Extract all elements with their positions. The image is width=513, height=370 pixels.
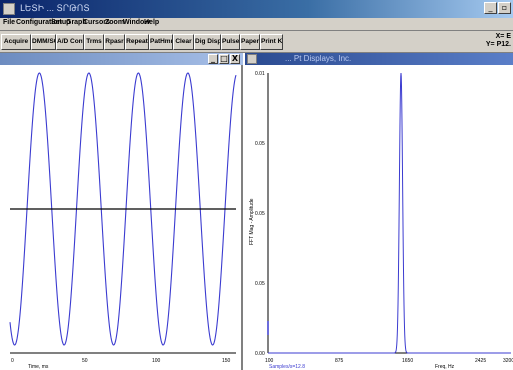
toolbar: Acquire DMM/SCAN A/D Conf Trms Rpasr Rep… (0, 31, 513, 53)
trms-button[interactable]: Trms (84, 34, 104, 50)
sine-wave-trace (9, 72, 237, 346)
spectrum-x-axis-label: Freq, Hz (435, 364, 455, 370)
paper-button[interactable]: Paper (240, 34, 260, 50)
spectrum-x-tick: 100 (265, 358, 274, 364)
menu-configuration[interactable]: Configuration (16, 19, 62, 26)
waveform-plot: 0 50 100 150 Time, ms (9, 72, 237, 370)
waveform-window[interactable]: _ □ X 0 50 100 150 Time, ms (0, 53, 243, 370)
app-title: ԼԵՏԻ ... ՏՐԹՈՏ (20, 3, 90, 13)
waveform-x-axis-label: Time, ms (28, 364, 49, 370)
menu-graph[interactable]: Graph (66, 19, 87, 26)
dig-disp-button[interactable]: Dig Disp (194, 34, 221, 50)
spectrum-x-tick: 3200 (503, 358, 513, 364)
spectrum-window-icon (247, 54, 257, 64)
spectrum-x-tick: 1650 (402, 358, 413, 364)
waveform-x-tick: 0 (11, 358, 14, 364)
pulse-button[interactable]: Pulse (221, 34, 240, 50)
pathmm-button[interactable]: PatHmm (149, 34, 173, 50)
cursor-y-readout: Y= P12. (485, 41, 511, 48)
restore-button[interactable]: ▫ (498, 2, 511, 14)
spectrum-y-tick: 0.05 (255, 141, 265, 147)
menu-window[interactable]: Window (123, 19, 150, 26)
menu-bar: File Configuration Setup Graph Cursors Z… (0, 18, 513, 31)
sample-rate-label: Samples/s=12.8 (269, 364, 305, 370)
spectrum-y-tick: 0.05 (255, 281, 265, 287)
spectrum-x-tick: 875 (335, 358, 344, 364)
spectrum-y-tick: 0.01 (255, 71, 265, 77)
waveform-window-title-bar[interactable]: _ □ X (0, 53, 243, 65)
dmm-scan-button[interactable]: DMM/SCAN (31, 34, 56, 50)
waveform-x-tick: 100 (152, 358, 161, 364)
clear-button[interactable]: Clear (173, 34, 194, 50)
menu-zoom[interactable]: Zoom (105, 19, 125, 26)
app-icon (3, 3, 15, 15)
spectrum-window-title-bar[interactable]: ... Pt Displays, Inc. (245, 53, 513, 65)
spectrum-y-tick: 0.00 (255, 351, 265, 357)
menu-file[interactable]: File (3, 19, 16, 26)
ad-conf-button[interactable]: A/D Conf (56, 34, 84, 50)
print-kit-button[interactable]: Print Kit (260, 34, 283, 50)
menu-setup[interactable]: Setup (51, 19, 71, 26)
spectrum-window-title: ... Pt Displays, Inc. (285, 54, 352, 63)
rpasr-button[interactable]: Rpasr (104, 34, 125, 50)
cursor-x-readout: X= E (495, 33, 511, 40)
spectrum-y-axis-label: FFT Mag - Amplitude (249, 198, 255, 245)
spectrum-y-tick: 0.05 (255, 211, 265, 217)
waveform-close-button[interactable]: X (230, 54, 240, 64)
waveform-minimize-button[interactable]: _ (208, 54, 218, 64)
menu-cursors[interactable]: Cursors (83, 19, 110, 26)
app-title-bar: ԼԵՏԻ ... ՏՐԹՈՏ _ ▫ (0, 0, 513, 18)
waveform-maximize-button[interactable]: □ (219, 54, 229, 64)
waveform-x-tick: 150 (222, 358, 231, 364)
spectrum-plot: 0.01 0.05 0.05 0.05 0.00 FFT Mag - Ampli… (249, 71, 513, 370)
spectrum-x-tick: 2425 (475, 358, 486, 364)
fft-spectrum-trace (268, 72, 511, 354)
repeat-button[interactable]: Repeat (125, 34, 149, 50)
menu-help[interactable]: Help (144, 19, 160, 26)
acquire-button[interactable]: Acquire (1, 34, 31, 50)
spectrum-window[interactable]: ... Pt Displays, Inc. 0.01 0.05 0.05 0.0… (245, 53, 513, 370)
waveform-x-tick: 50 (82, 358, 88, 364)
minimize-button[interactable]: _ (484, 2, 497, 14)
